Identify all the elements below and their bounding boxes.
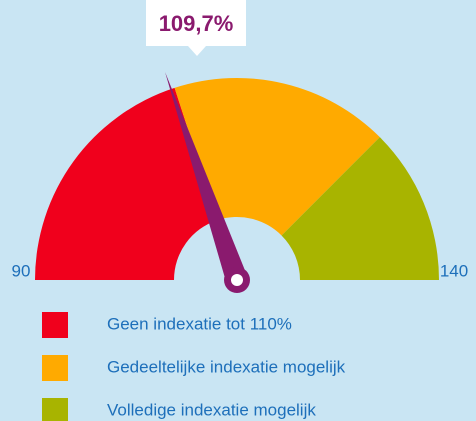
- callout-box: [146, 0, 246, 46]
- legend-swatch: [42, 398, 68, 421]
- legend-swatch: [42, 312, 68, 338]
- legend-swatch: [42, 355, 68, 381]
- value-label: 109,7%: [159, 11, 234, 36]
- gauge-band: [281, 137, 439, 280]
- gauge: Geen indexatie tot 110% Gedeeltelijke ind…: [12, 72, 468, 421]
- needle-pivot-center: [231, 274, 243, 286]
- gauge-tick-label: 90: [12, 261, 31, 280]
- legend-label: Gedeeltelijke indexatie mogelijk: [107, 357, 346, 376]
- legend-label: Geen indexatie tot 110%: [107, 314, 292, 333]
- gauge-band: [174, 77, 380, 236]
- needle: [165, 72, 248, 284]
- legend-label: Volledige indexatie mogelijk: [107, 400, 316, 419]
- gauge-band: [35, 87, 218, 280]
- gauge-tick-label: 140: [440, 261, 468, 280]
- callout-pointer: [188, 46, 206, 56]
